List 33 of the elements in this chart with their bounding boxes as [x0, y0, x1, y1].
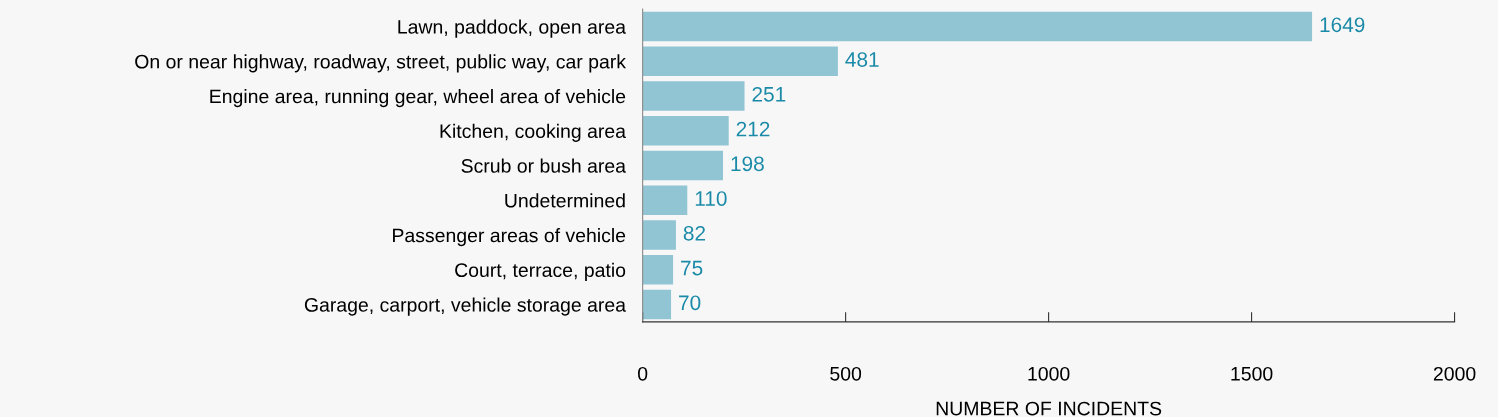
data-label: 212 [736, 121, 770, 137]
data-label: 110 [695, 191, 727, 206]
data-label: 1649 [1320, 17, 1365, 33]
bar [642, 289, 672, 320]
bar [642, 116, 729, 146]
bar [642, 220, 676, 250]
bar [642, 185, 688, 216]
x-tick-label: 2000 [1433, 366, 1476, 381]
x-tick-label: 0 [638, 366, 648, 381]
y-tick-label: On or near highway, roadway, street, public way, car park [135, 54, 627, 73]
y-tick-label: Court, terrace, patio [455, 262, 626, 281]
y-tick-label: Passenger areas of vehicle [393, 228, 626, 247]
bar [642, 81, 745, 111]
y-tick-label: Kitchen, cooking area [440, 123, 626, 142]
data-label: 198 [731, 156, 764, 172]
data-label: 75 [681, 260, 703, 276]
bar [642, 150, 724, 181]
bar [642, 11, 1313, 42]
x-tick-label: 1000 [1028, 366, 1070, 381]
x-axis-title: NUMBER OF INCIDENTS [936, 401, 1162, 416]
data-label: 481 [845, 52, 879, 67]
y-tick-label: Lawn, paddock, open area [398, 19, 626, 38]
data-label: 251 [752, 86, 786, 102]
y-tick-label: Undetermined [505, 193, 625, 208]
data-label: 82 [683, 225, 705, 241]
bar [642, 255, 674, 285]
x-tick-label: 1500 [1231, 366, 1273, 381]
y-tick-label: Engine area, running gear, wheel area of vehicle [210, 89, 626, 108]
y-tick-label: Garage, carport, vehicle storage area [304, 297, 626, 316]
y-tick-label: Scrub or bush area [461, 158, 626, 173]
x-tick-label: 500 [830, 366, 862, 381]
data-label: 70 [679, 295, 701, 311]
bar [642, 46, 838, 77]
